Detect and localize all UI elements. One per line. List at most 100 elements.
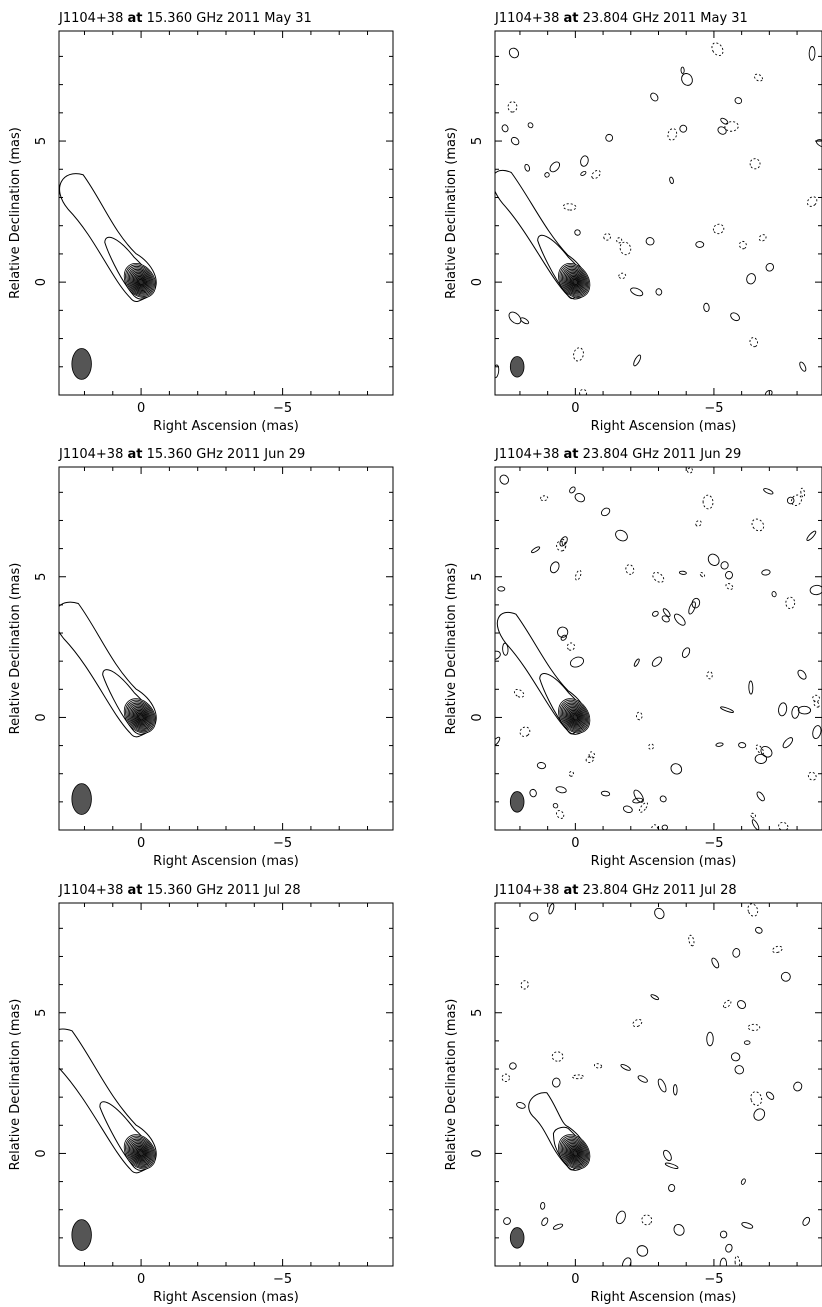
noise-contour bbox=[632, 1018, 643, 1028]
noise-contour bbox=[747, 903, 759, 917]
jet-inner-contour bbox=[539, 672, 588, 735]
noise-contour bbox=[568, 770, 574, 777]
noise-contour bbox=[648, 743, 655, 750]
x-axis-label: Right Ascension (mas) bbox=[591, 419, 737, 434]
noise-contour bbox=[717, 126, 727, 135]
noise-contour bbox=[650, 92, 659, 102]
x-axis-label: Right Ascension (mas) bbox=[591, 1290, 737, 1305]
noise-contour bbox=[724, 121, 739, 132]
noise-contour bbox=[633, 789, 644, 803]
noise-contour bbox=[730, 1052, 741, 1062]
noise-contour bbox=[780, 971, 791, 982]
noise-contour bbox=[807, 771, 817, 781]
noise-contour bbox=[681, 73, 693, 86]
noise-contour bbox=[650, 824, 659, 830]
noise-contour bbox=[772, 945, 783, 954]
noise-contour bbox=[688, 934, 695, 947]
noise-contour bbox=[720, 706, 734, 713]
noise-contour bbox=[556, 810, 565, 819]
noise-contour bbox=[755, 744, 765, 755]
y-axis-label: Relative Declination (mas) bbox=[8, 127, 23, 299]
x-tick-label: 0 bbox=[571, 401, 579, 416]
noise-contour bbox=[672, 1084, 678, 1096]
noise-contour bbox=[711, 957, 720, 969]
noise-contour bbox=[793, 1081, 803, 1092]
noise-contour bbox=[516, 1102, 526, 1109]
noise-contour bbox=[800, 487, 806, 498]
x-tick-label: 0 bbox=[137, 836, 145, 851]
noise-contour bbox=[615, 1210, 626, 1225]
noise-contour bbox=[740, 1178, 746, 1185]
noise-contour bbox=[549, 561, 560, 574]
noise-contour bbox=[797, 705, 812, 715]
noise-contour bbox=[600, 507, 611, 517]
noise-contour bbox=[556, 540, 567, 552]
noise-contour bbox=[722, 999, 732, 1009]
map-panel: J1104+38 at 15.360 GHz 2011 Jun 29 0 −5 0 5 R… bbox=[8, 447, 394, 869]
y-tick-label: 0 bbox=[34, 1149, 49, 1157]
core-contours bbox=[123, 1134, 157, 1170]
noise-contour bbox=[524, 163, 531, 172]
x-tick-label: −5 bbox=[273, 401, 292, 416]
panel-title: J1104+38 at 23.804 GHz 2011 Jul 28 bbox=[494, 883, 737, 898]
noise-contour bbox=[501, 1073, 510, 1083]
y-tick-label: 0 bbox=[470, 713, 485, 721]
noise-contour bbox=[715, 742, 724, 747]
noise-contour bbox=[799, 361, 807, 372]
noise-contour bbox=[702, 494, 714, 510]
noise-contour bbox=[637, 1075, 648, 1083]
noise-contour bbox=[495, 736, 501, 747]
y-axis-label: Relative Declination (mas) bbox=[8, 999, 23, 1171]
jet-inner-contour bbox=[552, 1126, 588, 1171]
noise-contour bbox=[600, 790, 611, 797]
x-tick-label: −5 bbox=[704, 401, 723, 416]
y-tick-label: 5 bbox=[470, 573, 485, 581]
noise-contour bbox=[552, 1077, 561, 1088]
contour-plot bbox=[59, 173, 157, 303]
noise-contour bbox=[539, 495, 549, 502]
noise-contour bbox=[544, 172, 550, 178]
y-tick-label: 5 bbox=[470, 137, 485, 145]
core-contours bbox=[123, 263, 157, 298]
noise-contour bbox=[622, 805, 633, 814]
panel-title: J1104+38 at 15.360 GHz 2011 May 31 bbox=[58, 11, 312, 26]
noise-contour bbox=[572, 1074, 584, 1080]
noise-contour bbox=[645, 237, 655, 246]
noise-contour bbox=[641, 1214, 653, 1226]
noise-contour bbox=[536, 762, 547, 770]
map-panel: J1104+38 at 15.360 GHz 2011 May 31 0 −5 0 5 R… bbox=[8, 11, 394, 434]
noise-contour bbox=[707, 553, 720, 566]
noise-contour bbox=[761, 569, 771, 576]
x-tick-label: 0 bbox=[137, 401, 145, 416]
noise-contour bbox=[661, 824, 668, 830]
panel-title: J1104+38 at 23.804 GHz 2011 May 31 bbox=[494, 11, 748, 26]
noise-contour bbox=[529, 788, 537, 798]
noise-contour bbox=[520, 980, 529, 990]
noise-contour bbox=[659, 795, 667, 803]
y-tick-label: 5 bbox=[470, 1009, 485, 1017]
core-contours bbox=[123, 698, 157, 734]
core-contours bbox=[558, 1134, 591, 1170]
noise-contour bbox=[574, 229, 581, 236]
map-panel: J1104+38 at 15.360 GHz 2011 Jul 28 0 −5 0 5 R… bbox=[8, 883, 394, 1305]
noise-contour bbox=[785, 596, 796, 610]
panel-title: J1104+38 at 23.804 GHz 2011 Jun 29 bbox=[494, 447, 741, 462]
noise-contour bbox=[734, 1065, 745, 1075]
x-tick-label: 0 bbox=[571, 836, 579, 851]
noise-contour bbox=[681, 647, 691, 658]
noise-contour bbox=[552, 803, 559, 809]
noise-contour bbox=[812, 725, 822, 740]
noise-contour bbox=[734, 1255, 741, 1266]
noise-contour bbox=[782, 737, 794, 749]
noise-contour bbox=[508, 47, 520, 59]
beam-ellipse bbox=[71, 1219, 92, 1251]
noise-contour bbox=[771, 591, 777, 598]
noise-contour bbox=[695, 241, 705, 248]
noise-contour bbox=[706, 671, 713, 680]
noise-contour bbox=[703, 302, 710, 313]
x-tick-label: 0 bbox=[571, 1272, 579, 1287]
noise-contour bbox=[734, 97, 743, 105]
noise-contour bbox=[585, 756, 594, 763]
noise-contour bbox=[668, 1184, 676, 1192]
noise-contour bbox=[739, 240, 747, 250]
